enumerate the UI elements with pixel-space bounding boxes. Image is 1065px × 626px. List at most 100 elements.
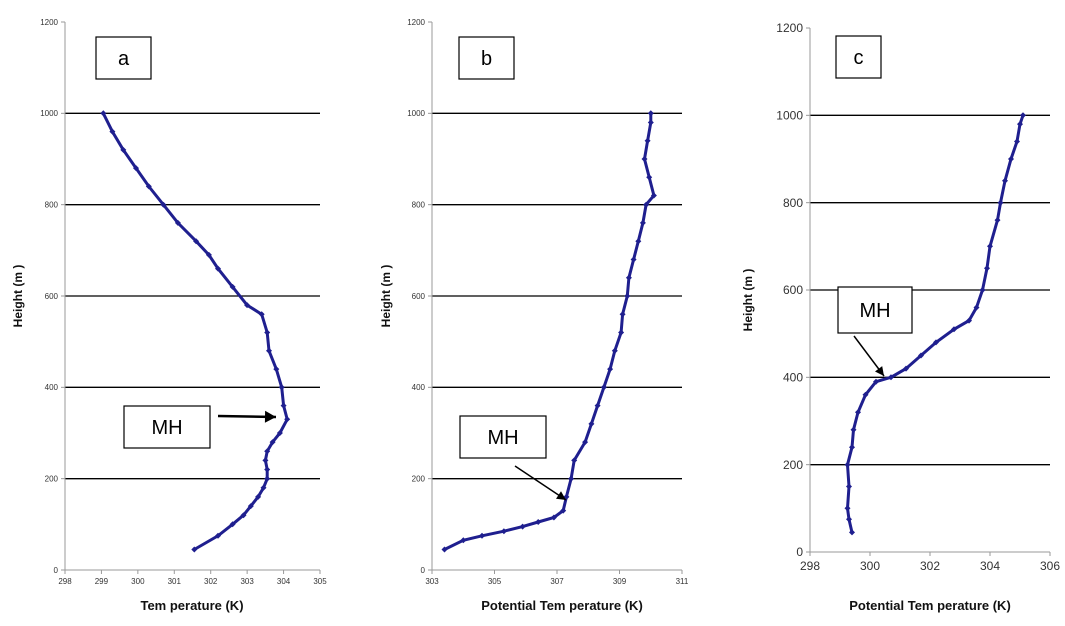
- data-point-5: [849, 444, 855, 451]
- data-point-5: [535, 519, 542, 525]
- data-point-3: [240, 512, 247, 519]
- x-tick-label-303: 303: [240, 577, 254, 586]
- y-tick-label-1200: 1200: [407, 18, 425, 27]
- panel-label: a: [118, 48, 130, 70]
- y-tick-label-0: 0: [54, 566, 59, 575]
- y-axis-title: Height (m ): [741, 269, 755, 332]
- data-point-28: [133, 165, 139, 172]
- data-point-17: [618, 329, 625, 336]
- chart-panel-b: 0 200 400 600 800 1000 1200 303 305 307 309 311 Pote…: [379, 18, 689, 613]
- data-point-30: [647, 110, 654, 117]
- data-point-15: [607, 366, 614, 373]
- x-tick-label-300: 300: [131, 577, 145, 586]
- data-point-2: [229, 521, 236, 528]
- data-point-17: [979, 287, 986, 293]
- x-tick-label-302: 302: [204, 577, 218, 586]
- panel-label: c: [854, 47, 864, 69]
- x-tick-label-305: 305: [313, 577, 327, 586]
- data-point-23: [639, 219, 646, 226]
- data-point-8: [862, 391, 869, 398]
- mh-label: MH: [859, 300, 890, 322]
- data-point-21: [630, 256, 637, 263]
- panel-label-box: [95, 36, 152, 80]
- data-point-2: [479, 532, 485, 539]
- y-tick-label-600: 600: [45, 292, 59, 301]
- data-point-19: [258, 311, 265, 318]
- y-tick-label-400: 400: [45, 383, 59, 392]
- y-axis-title: Height (m ): [11, 265, 25, 328]
- y-tick-label-1000: 1000: [40, 109, 58, 118]
- data-point-3: [846, 483, 852, 490]
- data-point-2: [844, 505, 851, 512]
- mh-label: MH: [151, 417, 182, 439]
- y-tick-label-1200: 1200: [40, 18, 58, 27]
- data-point-18: [619, 311, 626, 318]
- x-tick-label-304: 304: [980, 559, 1000, 573]
- x-axis-title: Potential Tem perature (K): [481, 598, 643, 613]
- y-tick-label-600: 600: [783, 283, 803, 297]
- data-point-1: [846, 516, 852, 523]
- x-tick-label-309: 309: [613, 577, 627, 586]
- data-point-29: [120, 146, 127, 153]
- data-point-25: [174, 219, 181, 226]
- data-point-25: [650, 192, 657, 199]
- data-point-21: [229, 283, 236, 290]
- data-point-4: [247, 503, 254, 510]
- data-point-24: [643, 201, 650, 208]
- data-point-24: [193, 238, 200, 245]
- data-point-4: [519, 523, 526, 530]
- data-point-22: [635, 238, 642, 245]
- x-tick-label-304: 304: [277, 577, 291, 586]
- y-tick-label-400: 400: [783, 371, 803, 385]
- data-point-23: [205, 251, 212, 258]
- data-point-3: [500, 528, 507, 535]
- data-point-14: [600, 384, 607, 391]
- mh-label-box: [837, 286, 913, 334]
- panel-label: b: [481, 48, 492, 70]
- data-point-14: [280, 402, 287, 409]
- data-point-26: [646, 174, 653, 181]
- data-point-7: [264, 475, 271, 482]
- mh-arrow-line: [514, 465, 567, 501]
- data-point-9: [262, 457, 269, 464]
- x-tick-label-300: 300: [860, 559, 880, 573]
- data-point-16: [973, 304, 980, 311]
- panel-label-box: [458, 36, 515, 80]
- mh-arrow-head: [264, 410, 276, 423]
- data-point-4: [844, 461, 851, 468]
- y-tick-label-1000: 1000: [776, 109, 803, 123]
- data-point-13: [284, 416, 291, 423]
- y-tick-label-800: 800: [412, 200, 426, 209]
- data-point-6: [850, 426, 857, 433]
- data-point-13: [933, 339, 939, 346]
- y-tick-label-400: 400: [412, 383, 426, 392]
- data-point-13: [594, 402, 601, 409]
- x-tick-label-311: 311: [676, 577, 689, 586]
- data-point-5: [255, 493, 262, 500]
- data-point-18: [984, 265, 990, 272]
- mh-label-box: [123, 405, 211, 449]
- data-point-1: [215, 532, 221, 539]
- data-point-19: [624, 293, 631, 299]
- data-point-16: [611, 347, 618, 354]
- data-point-28: [644, 137, 651, 144]
- data-point-22: [215, 265, 221, 272]
- data-point-22: [1002, 177, 1008, 184]
- data-point-9: [568, 475, 575, 482]
- panel-label-box: [835, 35, 882, 79]
- data-point-20: [244, 302, 251, 309]
- data-point-12: [276, 430, 283, 436]
- y-axis-title: Height (m ): [379, 265, 393, 328]
- data-point-10: [264, 448, 271, 455]
- data-point-25: [1017, 121, 1023, 128]
- data-point-27: [145, 183, 152, 190]
- data-point-26: [160, 201, 167, 208]
- data-point-7: [855, 409, 861, 416]
- y-tick-label-800: 800: [783, 196, 803, 210]
- mh-label-box: [459, 415, 547, 459]
- data-point-10: [571, 457, 578, 464]
- x-tick-label-306: 306: [1040, 559, 1060, 573]
- chart-panel-a: 0 200 400 600 800 1000 1200 298 299 300 301 302 303 3…: [11, 18, 327, 613]
- x-tick-label-303: 303: [425, 577, 439, 586]
- data-point-16: [273, 366, 280, 373]
